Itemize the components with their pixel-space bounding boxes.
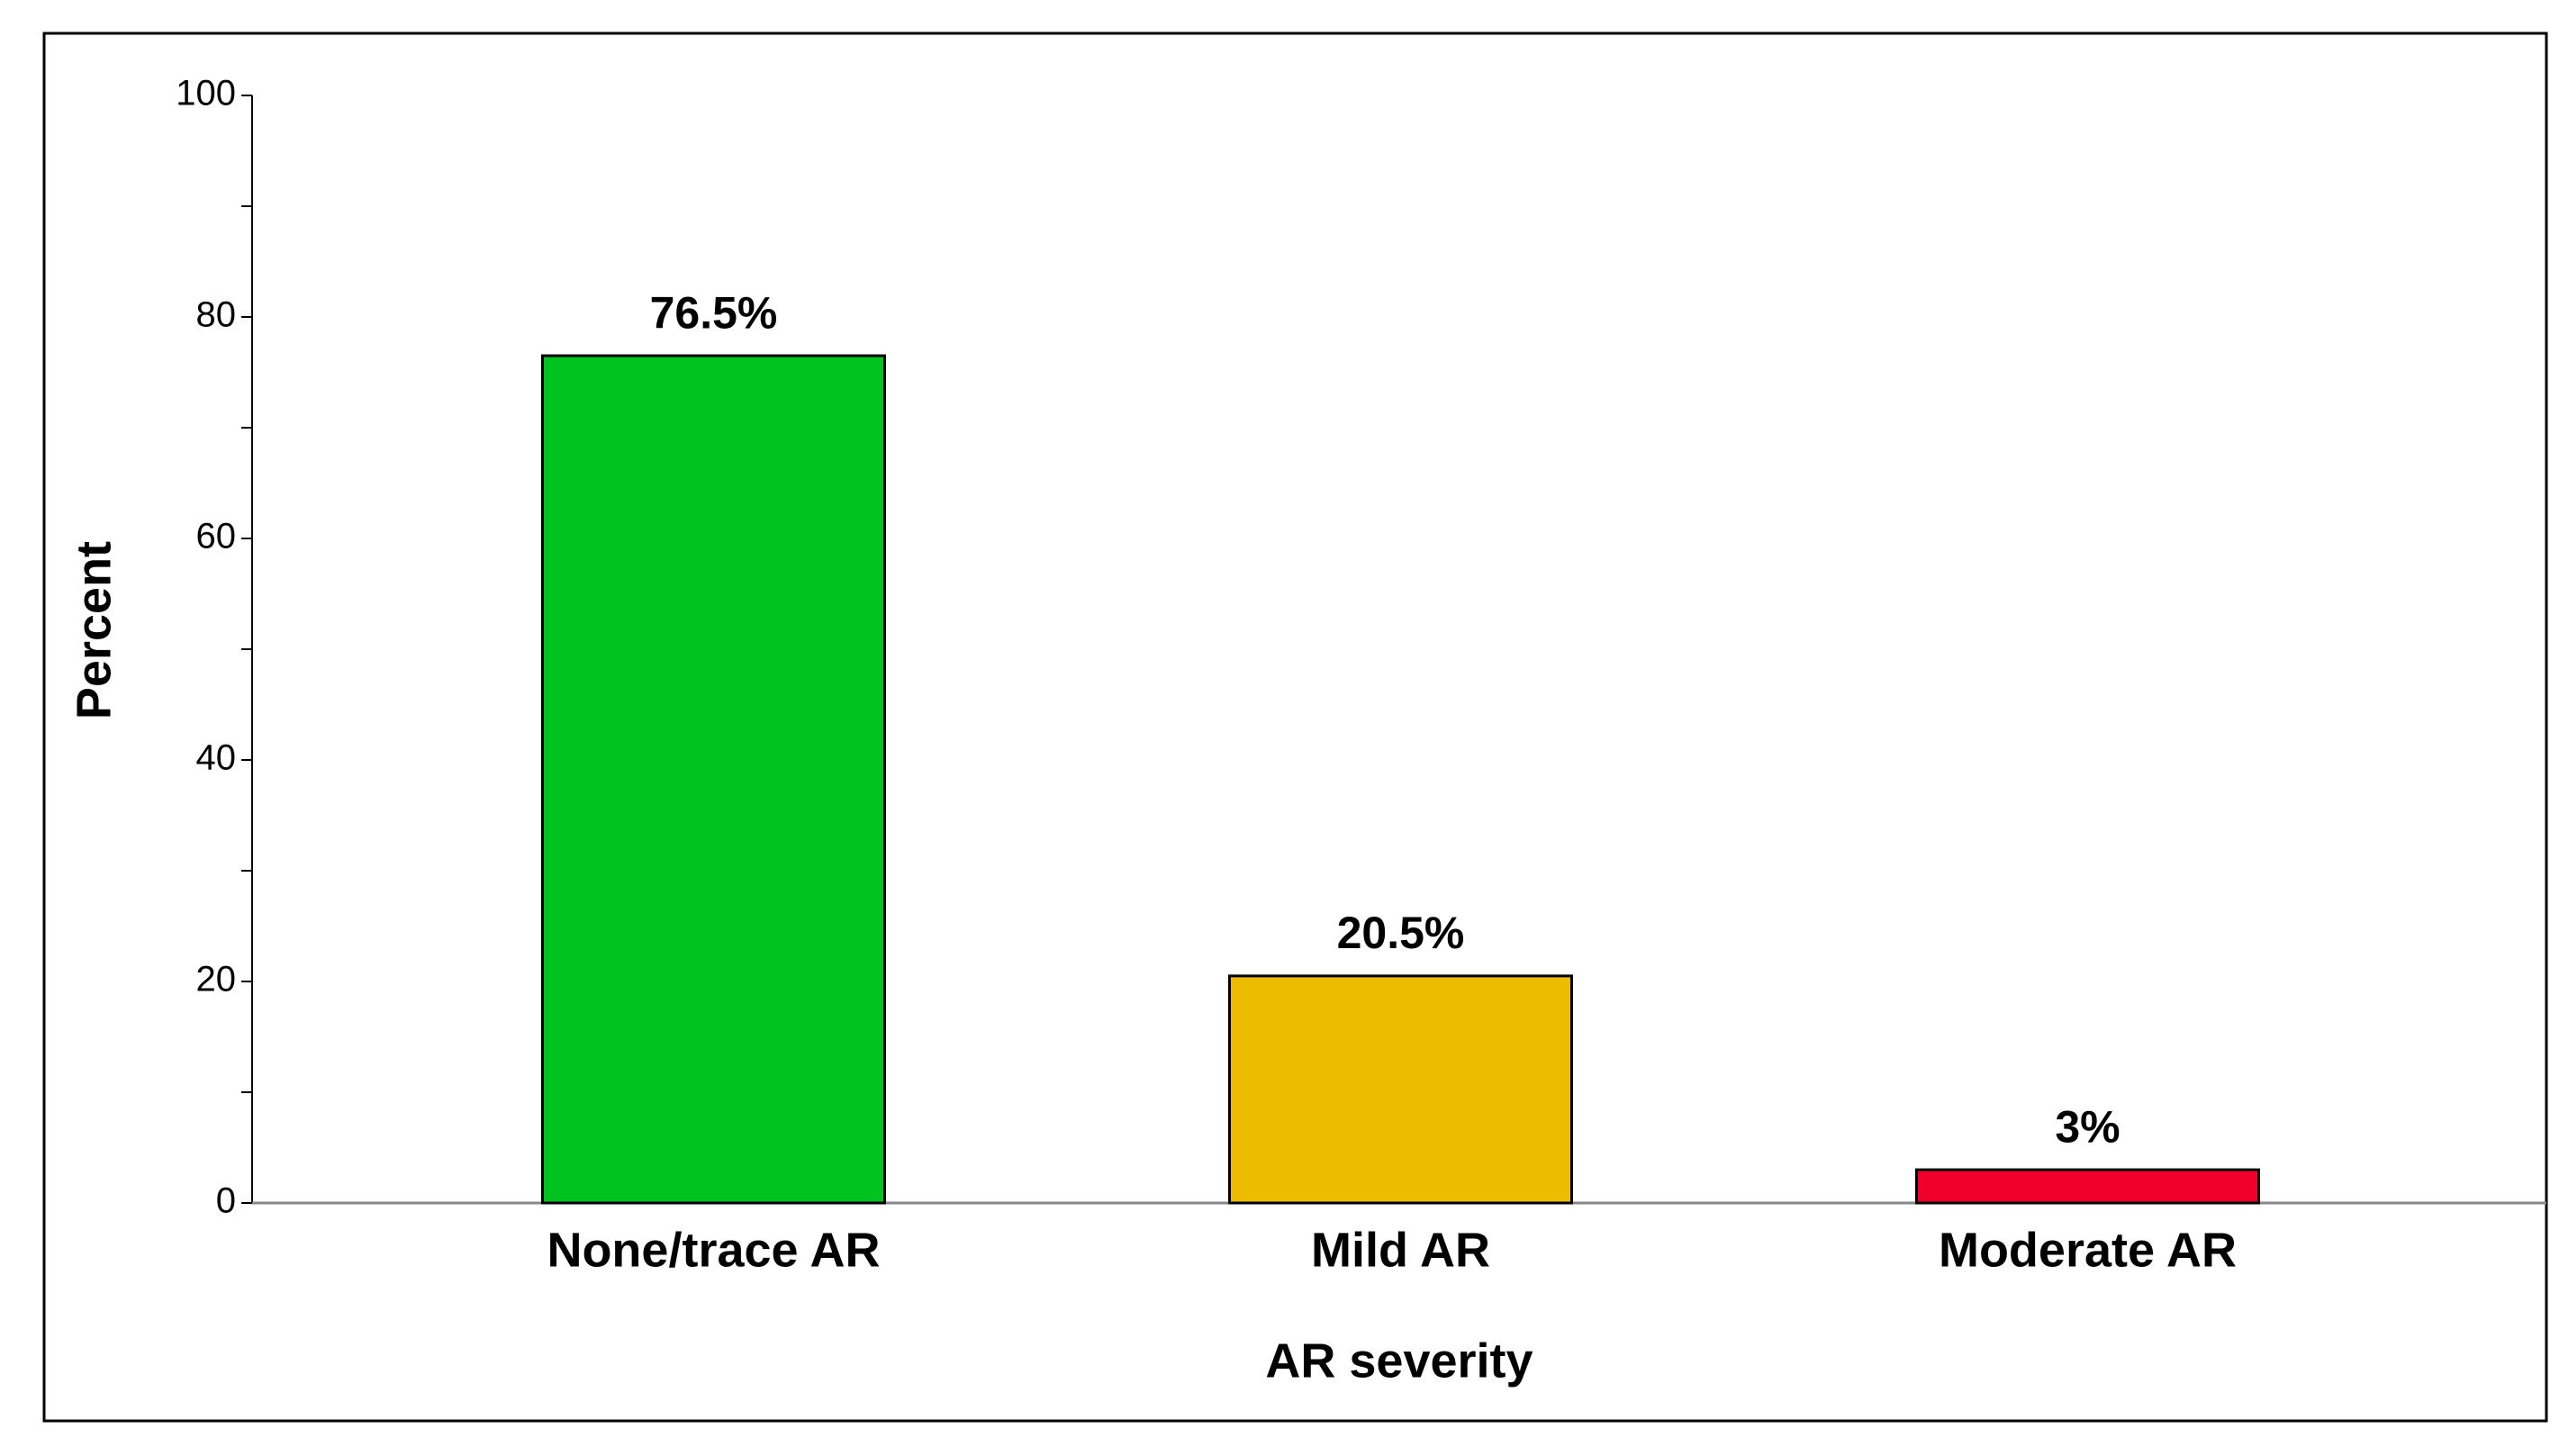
bar: [1228, 974, 1573, 1205]
x-tick-label: Moderate AR: [1939, 1223, 2237, 1277]
y-axis-title: Percent: [67, 541, 121, 719]
bar: [541, 354, 886, 1205]
value-label: 76.5%: [650, 287, 778, 338]
value-label: 20.5%: [1337, 908, 1465, 958]
bar: [1915, 1168, 2260, 1205]
y-tick-label: 40: [196, 738, 237, 778]
x-axis-title: AR severity: [1265, 1334, 1533, 1388]
x-tick-label: None/trace AR: [547, 1223, 880, 1277]
y-tick-label: 20: [196, 960, 237, 999]
value-label: 3%: [2055, 1101, 2120, 1152]
y-tick-label: 80: [196, 295, 237, 335]
y-tick-label: 60: [196, 517, 237, 556]
x-tick-label: Mild AR: [1311, 1223, 1490, 1277]
y-tick-label: 100: [176, 74, 236, 113]
y-tick-label: 0: [216, 1181, 236, 1221]
frame: [42, 32, 2548, 1423]
